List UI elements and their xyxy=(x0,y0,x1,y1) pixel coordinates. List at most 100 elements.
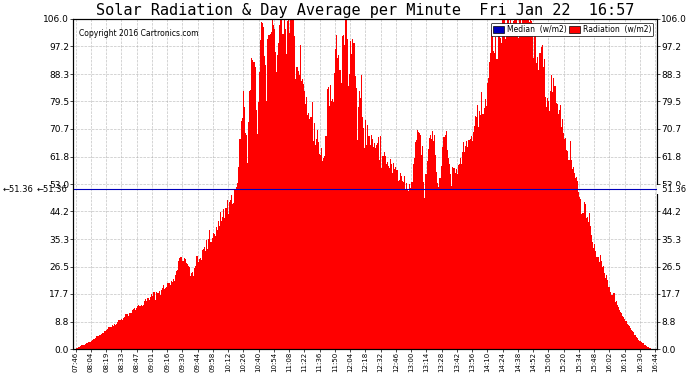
Bar xyxy=(418,132,419,349)
Bar xyxy=(491,30,492,349)
Bar xyxy=(426,161,428,349)
Bar xyxy=(506,26,507,349)
Bar xyxy=(357,107,359,349)
Bar xyxy=(538,70,540,349)
Bar xyxy=(580,199,582,349)
Bar xyxy=(460,158,461,349)
Bar xyxy=(80,346,81,349)
Bar xyxy=(76,348,77,349)
Bar xyxy=(545,97,546,349)
Bar xyxy=(185,259,186,349)
Bar xyxy=(315,145,316,349)
Bar xyxy=(621,313,622,349)
Bar xyxy=(219,226,220,349)
Bar xyxy=(176,271,177,349)
Bar xyxy=(232,204,233,349)
Bar xyxy=(593,248,594,349)
Bar xyxy=(375,148,376,349)
Bar xyxy=(493,51,494,349)
Bar xyxy=(573,167,574,349)
Bar xyxy=(535,30,536,349)
Text: 51.36: 51.36 xyxy=(657,184,687,194)
Bar xyxy=(189,267,190,349)
Bar xyxy=(343,35,344,349)
Bar xyxy=(207,249,208,349)
Bar xyxy=(104,331,105,349)
Bar xyxy=(277,55,278,349)
Bar xyxy=(528,19,529,349)
Bar xyxy=(594,244,595,349)
Bar xyxy=(238,167,239,349)
Bar xyxy=(99,335,101,349)
Bar xyxy=(314,123,315,349)
Bar xyxy=(389,168,390,349)
Bar xyxy=(457,165,459,349)
Bar xyxy=(444,137,445,349)
Bar xyxy=(260,40,261,349)
Bar xyxy=(77,348,78,349)
Bar xyxy=(519,19,520,349)
Bar xyxy=(276,72,277,349)
Bar xyxy=(631,330,632,349)
Bar xyxy=(295,79,297,349)
Bar xyxy=(83,345,85,349)
Bar xyxy=(370,146,371,349)
Bar xyxy=(90,342,91,349)
Bar xyxy=(400,173,401,349)
Bar xyxy=(615,301,617,349)
Bar xyxy=(586,217,588,349)
Bar xyxy=(199,258,201,349)
Bar xyxy=(548,101,549,349)
Bar xyxy=(313,141,314,349)
Bar xyxy=(605,278,606,349)
Bar xyxy=(216,227,217,349)
Bar xyxy=(367,125,368,349)
Bar xyxy=(291,19,292,349)
Bar xyxy=(151,294,152,349)
Bar xyxy=(475,116,476,349)
Bar xyxy=(509,24,511,349)
Bar xyxy=(143,305,144,349)
Bar xyxy=(321,148,322,349)
Bar xyxy=(523,19,524,349)
Bar xyxy=(376,146,377,349)
Bar xyxy=(224,217,226,349)
Bar xyxy=(565,138,566,349)
Bar xyxy=(557,104,558,349)
Bar xyxy=(307,115,308,349)
Bar xyxy=(89,342,90,349)
Bar xyxy=(436,172,437,349)
Bar xyxy=(477,105,478,349)
Bar xyxy=(222,217,224,349)
Bar xyxy=(602,267,603,349)
Bar xyxy=(226,200,228,349)
Bar xyxy=(320,154,321,349)
Bar xyxy=(334,73,335,349)
Bar xyxy=(248,122,249,349)
Bar xyxy=(328,106,330,349)
Bar xyxy=(633,332,634,349)
Bar xyxy=(239,139,241,349)
Bar xyxy=(584,204,586,349)
Bar xyxy=(355,88,357,349)
Bar xyxy=(502,19,503,349)
Bar xyxy=(401,176,402,349)
Bar xyxy=(590,226,591,349)
Bar xyxy=(624,319,625,349)
Bar xyxy=(640,342,642,349)
Bar xyxy=(629,326,630,349)
Bar xyxy=(515,19,516,349)
Bar xyxy=(209,231,210,349)
Bar xyxy=(270,32,272,349)
Bar xyxy=(161,290,162,349)
Bar xyxy=(630,328,631,349)
Bar xyxy=(115,325,116,349)
Bar xyxy=(390,159,391,349)
Bar xyxy=(470,139,471,349)
Bar xyxy=(279,24,280,349)
Bar xyxy=(221,221,222,349)
Bar xyxy=(339,70,341,349)
Bar xyxy=(92,340,93,349)
Bar xyxy=(634,335,635,349)
Bar xyxy=(430,135,431,349)
